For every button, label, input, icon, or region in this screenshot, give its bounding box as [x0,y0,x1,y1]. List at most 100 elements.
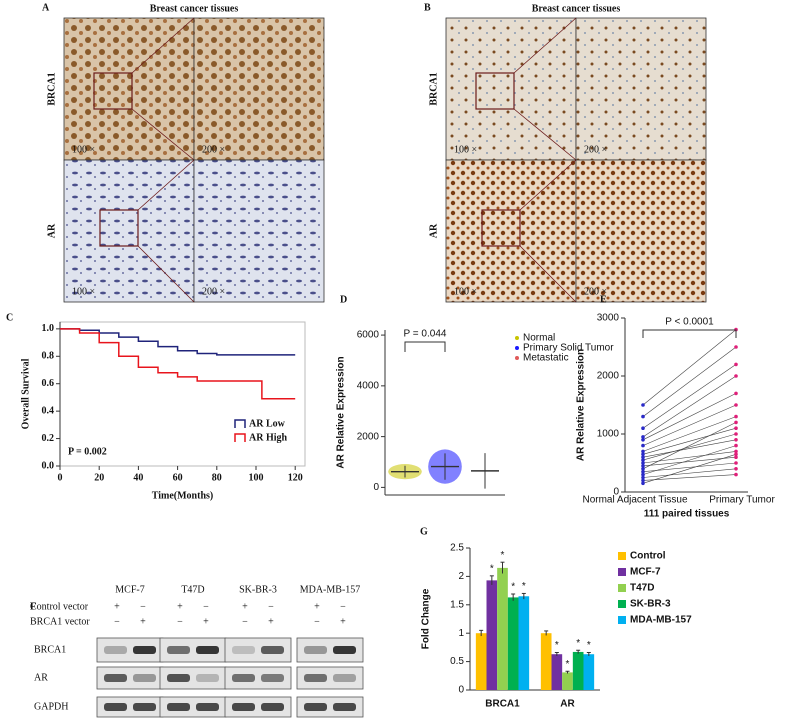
row-label: AR [428,223,439,238]
y-tick-label: 4000 [357,380,380,391]
y-tick-label: 2 [458,571,464,582]
annotation: P = 0.002 [68,446,107,457]
zoom-line [513,108,577,161]
y-tick-label: 0.5 [450,656,464,667]
y-tick-label: 0.4 [42,405,55,416]
annotation: P = 0.044 [404,329,447,340]
micrograph [575,17,707,161]
band [304,703,327,711]
micrograph [63,17,195,161]
legend-symbol [234,419,246,428]
pair-line [642,439,737,458]
zoom-line [519,245,577,303]
band [261,703,284,711]
pair-line [642,445,737,475]
point [641,461,645,465]
pair-line [642,404,737,446]
point [734,449,738,454]
band [232,674,255,682]
point [734,374,738,378]
x-tick-label: 100 [249,472,264,483]
bar [572,651,584,690]
significance: * [522,581,526,592]
bar [486,580,498,690]
point [734,472,738,477]
band [196,674,219,682]
magnification: 100 × [454,144,477,155]
x-tick-label: 20 [94,472,104,483]
point [734,432,738,436]
pair-line [642,346,737,417]
pair-line [642,416,737,452]
point [734,461,738,465]
sign: − [242,616,248,627]
y-tick-label: 2000 [357,431,380,442]
sign: − [268,601,274,612]
blot [296,696,364,718]
band [261,646,284,654]
point [734,362,738,367]
sign: − [140,601,146,612]
point [734,455,738,460]
y-axis-label: AR Relative Expression [336,356,347,468]
pair-line [642,422,737,470]
y-tick-label: 1 [458,628,464,639]
legend-label: Control [630,551,666,562]
point [641,452,645,457]
band [333,646,356,654]
legend-label: Metastatic [523,353,569,364]
point [734,443,738,448]
blot [224,696,292,718]
sign: − [203,601,209,612]
band [104,646,127,654]
panel-label: C [6,312,13,323]
panel-label: G [420,526,428,537]
bar [562,672,573,690]
panel-label: B [424,2,431,13]
pair-line [642,462,737,472]
point [641,478,645,483]
magnification: 200 × [202,144,225,155]
row-label: BRCA1 [46,72,57,105]
band [104,674,127,682]
pair-line [642,364,737,429]
y-axis-label: Overall Survival [20,358,31,429]
significance: * [501,550,505,561]
zoom-box [93,72,133,110]
micrograph [193,159,325,303]
x-tick-label: 0 [58,472,63,483]
pair-line [642,456,737,467]
y-tick-label: 2.5 [450,543,464,554]
x-axis-label: Time(Months) [152,490,213,501]
band [304,674,327,682]
y-tick-label: 0 [613,487,619,498]
y-tick-label: 0 [458,685,464,696]
sign: + [340,616,346,627]
zoom-line [513,17,577,74]
condition-label: Control vector [30,601,89,612]
sign: − [177,616,183,627]
legend-label: AR High [249,432,288,443]
y-tick-label: 6000 [357,330,380,341]
point [641,435,645,439]
pair-line [642,329,737,406]
x-axis-label: 111 paired tissues [644,509,730,520]
zoom-line [137,159,195,211]
panel-title: Breast cancer tissues [532,3,621,14]
x-tick-label: Primary Tumor [709,495,775,506]
row-label: AR [46,223,57,238]
magnification: 200 × [202,286,225,297]
band [196,646,219,654]
pair-line [642,427,737,455]
point [641,481,645,486]
zoom-box [99,209,139,247]
panel-label: A [42,2,50,13]
point [641,475,645,480]
legend-label: AR Low [249,418,286,429]
significance: * [490,563,494,574]
x-tick-label: 60 [173,472,183,483]
pair-line [642,375,737,438]
bar [583,654,595,690]
sign: + [177,601,183,612]
significance: * [566,659,570,670]
